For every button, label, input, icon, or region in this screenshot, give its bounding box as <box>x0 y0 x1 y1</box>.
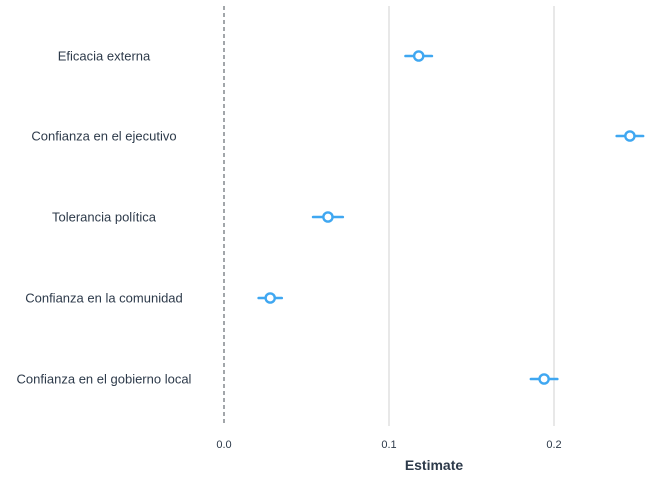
category-label-1: Confianza en el ejecutivo <box>31 129 176 144</box>
estimate-point-1 <box>624 130 636 142</box>
x-tick-layer: 0.0 0.1 0.2 <box>216 439 561 451</box>
grid-layer <box>388 6 555 426</box>
x-axis-title: Estimate <box>405 457 464 473</box>
category-label-2: Tolerancia política <box>52 210 157 225</box>
category-label-4: Confianza en el gobierno local <box>17 372 192 387</box>
x-tick-label-0: 0.0 <box>216 439 231 451</box>
category-label-0: Eficacia externa <box>58 49 151 64</box>
estimate-point-4 <box>538 373 550 385</box>
x-tick-label-2: 0.2 <box>546 439 561 451</box>
estimate-point-2 <box>322 211 334 223</box>
estimate-point-3 <box>264 292 277 304</box>
marks-layer <box>257 50 645 385</box>
x-tick-label-1: 0.1 <box>381 439 396 451</box>
estimate-point-0 <box>412 50 425 62</box>
category-label-3: Confianza en la comunidad <box>25 291 183 306</box>
category-label-layer: Eficacia externa Confianza en el ejecutiv… <box>17 49 192 387</box>
